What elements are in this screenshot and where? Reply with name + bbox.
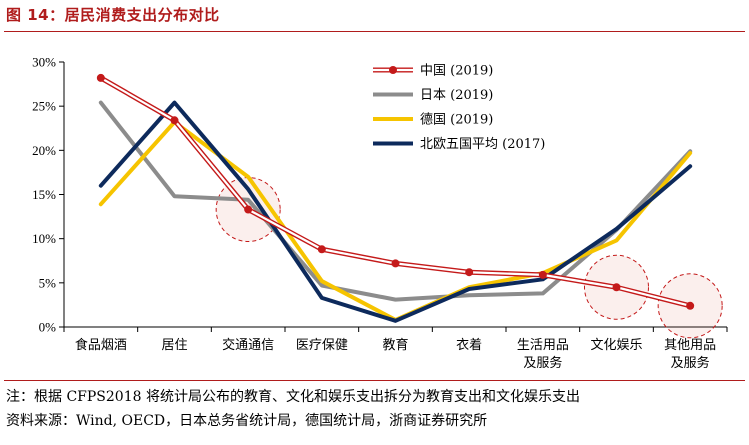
figure-title: 图 14：居民消费支出分布对比 xyxy=(6,6,220,24)
notes-rule xyxy=(4,380,745,381)
note-text: 注：根据 CFPS2018 将统计局公布的教育、文化和娱乐支出拆分为教育支出和文… xyxy=(6,389,580,405)
series-lines xyxy=(96,73,695,323)
legend-label: 北欧五国平均 (2017) xyxy=(420,137,545,152)
data-point-china xyxy=(538,270,547,279)
legend-label: 日本 (2019) xyxy=(420,88,493,103)
x-tick-label: 食品烟酒 xyxy=(75,337,127,353)
notes-block: 注：根据 CFPS2018 将统计局公布的教育、文化和娱乐支出拆分为教育支出和文… xyxy=(4,380,745,433)
y-tick-label: 30% xyxy=(32,55,56,70)
data-point-china xyxy=(317,245,326,254)
y-tick-label: 10% xyxy=(32,231,56,246)
legend-label: 德国 (2019) xyxy=(420,113,493,128)
data-point-china xyxy=(96,73,105,82)
x-tick-label: 其他用品及服务 xyxy=(664,338,716,371)
x-tick-label: 教育 xyxy=(382,337,408,353)
y-tick-label: 25% xyxy=(32,99,56,114)
x-tick-label: 居住 xyxy=(161,338,187,353)
x-tick-label: 生活用品及服务 xyxy=(517,338,569,371)
data-point-china xyxy=(612,283,621,292)
y-tick-label: 5% xyxy=(39,275,57,290)
data-point-china xyxy=(465,268,474,277)
x-tick-label: 文化娱乐 xyxy=(590,338,642,353)
data-point-china xyxy=(686,301,695,310)
legend-label: 中国 (2019) xyxy=(420,64,493,79)
line-chart: 0% 5% 10% 15% 20% 25% 30% 食品烟酒 居住 交通通信 医疗保健 教育 衣着 生活… xyxy=(32,55,728,371)
y-tick-label: 15% xyxy=(32,187,56,202)
data-point-china xyxy=(244,205,253,214)
y-axis-ticks: 0% 5% 10% 15% 20% 25% 30% xyxy=(32,55,64,335)
data-point-china xyxy=(391,259,400,268)
x-axis-ticks: 食品烟酒 居住 交通通信 医疗保健 教育 衣着 生活用品及服务 文化娱乐 其他用品及服务 xyxy=(63,327,728,371)
data-point-china xyxy=(170,116,179,125)
y-tick-label: 20% xyxy=(32,143,56,158)
source-text: 资料来源：Wind, OECD，日本总务省统计局，德国统计局，浙商证券研究所 xyxy=(6,413,488,429)
series-line-3 xyxy=(98,100,693,323)
x-tick-label: 衣着 xyxy=(456,337,482,353)
x-tick-label: 交通通信 xyxy=(222,337,274,353)
title-rule xyxy=(4,31,745,32)
y-tick-label: 0% xyxy=(39,320,57,335)
legend-marker-china xyxy=(389,66,397,74)
legend: 中国 (2019) 日本 (2019) 德国 (2019) 北欧五国平均 (2017) xyxy=(373,64,545,152)
x-tick-label: 医疗保健 xyxy=(296,338,348,353)
